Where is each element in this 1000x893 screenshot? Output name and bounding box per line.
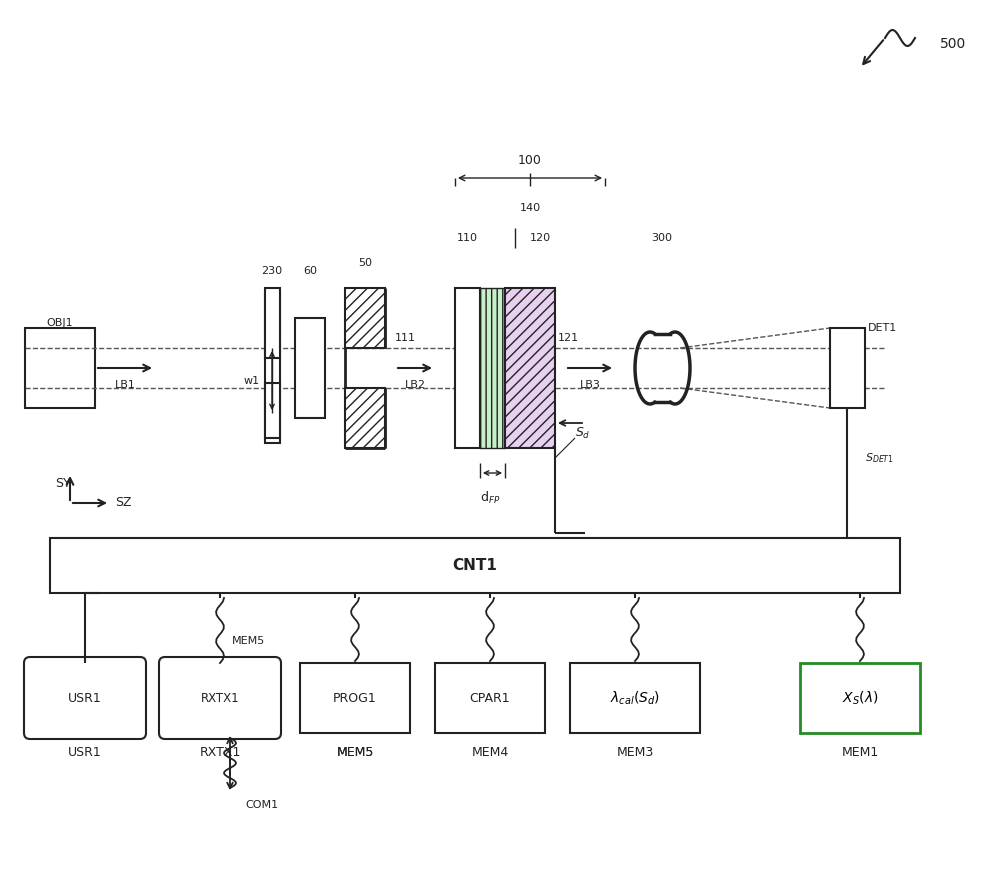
Text: CNT1: CNT1 (453, 558, 497, 573)
Text: PROG1: PROG1 (333, 691, 377, 705)
Text: MEM4: MEM4 (471, 747, 509, 760)
Text: MEM5: MEM5 (336, 747, 374, 760)
Text: $X_S(\lambda)$: $X_S(\lambda)$ (842, 689, 878, 706)
Text: RXTX1: RXTX1 (199, 747, 241, 760)
Polygon shape (800, 663, 920, 733)
Text: 110: 110 (456, 233, 478, 243)
Text: RXTX1: RXTX1 (201, 691, 239, 705)
Text: 50: 50 (358, 258, 372, 268)
FancyBboxPatch shape (25, 328, 95, 408)
Text: MEM1: MEM1 (841, 747, 879, 760)
Text: SZ: SZ (115, 497, 132, 510)
Text: CPAR1: CPAR1 (470, 691, 510, 705)
Polygon shape (345, 288, 385, 348)
Text: LB1: LB1 (115, 380, 135, 390)
Polygon shape (300, 663, 410, 733)
Text: SY: SY (55, 477, 71, 489)
Text: MEM5: MEM5 (336, 747, 374, 760)
FancyBboxPatch shape (265, 293, 280, 328)
Polygon shape (505, 288, 555, 448)
Text: 121: 121 (557, 333, 579, 343)
Text: USR1: USR1 (68, 747, 102, 760)
Polygon shape (295, 318, 325, 418)
Text: LB3: LB3 (580, 380, 600, 390)
Text: 500: 500 (940, 37, 966, 51)
Text: COM1: COM1 (245, 800, 278, 810)
Text: $S_{DET1}$: $S_{DET1}$ (865, 451, 894, 465)
Text: 300: 300 (652, 233, 672, 243)
Text: MEM3: MEM3 (616, 747, 654, 760)
Polygon shape (265, 288, 280, 358)
Polygon shape (435, 663, 545, 733)
Text: MEM5: MEM5 (232, 636, 265, 646)
Polygon shape (345, 388, 385, 448)
Text: DET1: DET1 (868, 323, 897, 333)
Polygon shape (455, 288, 480, 448)
FancyBboxPatch shape (159, 657, 281, 739)
Text: 120: 120 (529, 233, 551, 243)
Text: 140: 140 (519, 203, 541, 213)
Text: 230: 230 (261, 266, 283, 276)
Text: d$_{FP}$: d$_{FP}$ (480, 490, 500, 506)
Text: OBJ1: OBJ1 (47, 318, 73, 328)
Text: 111: 111 (394, 333, 416, 343)
Polygon shape (830, 328, 865, 408)
FancyBboxPatch shape (265, 328, 280, 408)
FancyBboxPatch shape (24, 657, 146, 739)
Text: 100: 100 (518, 154, 542, 166)
Text: $S_d$: $S_d$ (575, 425, 591, 440)
FancyBboxPatch shape (265, 408, 280, 443)
Text: 60: 60 (303, 266, 317, 276)
Polygon shape (570, 663, 700, 733)
Text: USR1: USR1 (68, 691, 102, 705)
FancyBboxPatch shape (50, 538, 900, 593)
Text: w1: w1 (244, 376, 260, 386)
Text: $\lambda_{cal}(S_d)$: $\lambda_{cal}(S_d)$ (610, 689, 660, 706)
Text: LB2: LB2 (405, 380, 426, 390)
Polygon shape (265, 383, 280, 438)
Polygon shape (480, 288, 505, 448)
